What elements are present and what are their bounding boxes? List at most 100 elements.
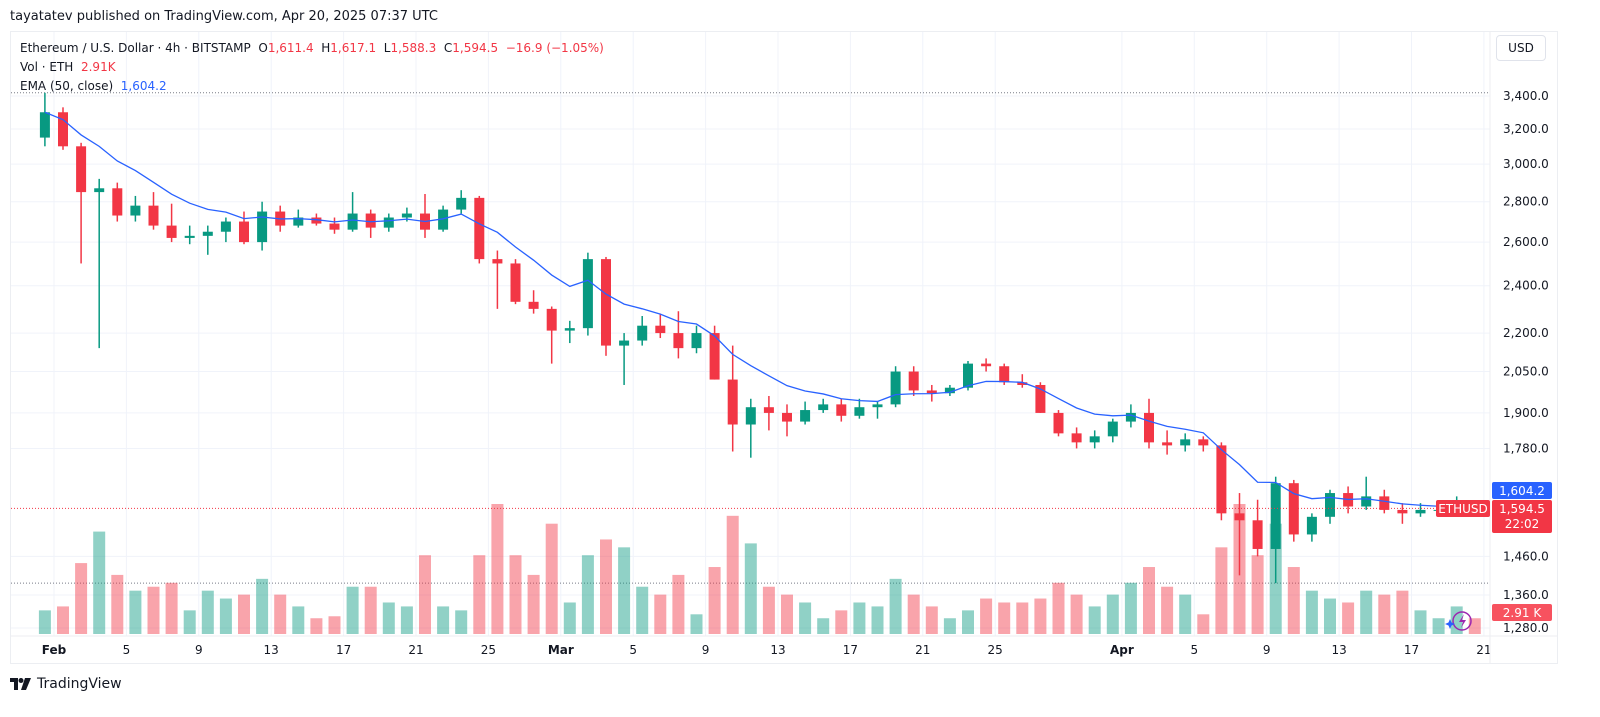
volume-bar (943, 618, 956, 634)
candle-down (510, 263, 521, 302)
candle-down (1198, 439, 1209, 446)
volume-label[interactable]: Vol · ETH (20, 60, 74, 74)
last-price-label-bg (1492, 500, 1552, 533)
candle-up (745, 407, 756, 425)
volume-bar (111, 574, 124, 634)
volume-bar (183, 610, 196, 634)
x-tick-label: 21 (1476, 643, 1491, 657)
ohlc-row: Ethereum / U.S. Dollar · 4h · BITSTAMP O… (20, 39, 604, 58)
volume-bar (491, 504, 504, 634)
candle-up (691, 333, 702, 349)
x-tick-label: 25 (481, 643, 496, 657)
x-tick-label: 13 (1331, 643, 1346, 657)
candle-up (944, 387, 955, 394)
candle-up (582, 259, 593, 329)
volume-bar (1305, 590, 1318, 634)
y-tick-label: 1,280.0 (1503, 621, 1549, 635)
candle-down (474, 197, 485, 260)
volume-bar (57, 606, 69, 634)
candle-down (999, 366, 1010, 383)
y-tick-label: 1,780.0 (1503, 441, 1549, 455)
x-tick-label: 9 (195, 643, 203, 657)
x-tick-label: 17 (843, 643, 858, 657)
candle-up (1415, 509, 1426, 514)
volume-bar (1088, 606, 1101, 634)
volume-bar (238, 594, 250, 634)
candle-down (673, 333, 684, 349)
candle-down (1017, 382, 1028, 385)
symbol-title[interactable]: Ethereum / U.S. Dollar · 4h · BITSTAMP (20, 41, 251, 55)
last-price-label: 1,594.522:02 (1492, 500, 1552, 533)
open-label: O (258, 41, 268, 55)
y-tick-label: 3,200.0 (1503, 122, 1549, 136)
volume-bar (618, 547, 631, 634)
close-value: 1,594.5 (452, 41, 499, 55)
chart-legend: Ethereum / U.S. Dollar · 4h · BITSTAMP O… (20, 39, 604, 96)
candle-up (872, 404, 883, 408)
y-tick-label: 2,600.0 (1503, 235, 1549, 249)
volume-bar (998, 602, 1011, 634)
volume-bar (419, 555, 431, 634)
volume-bar (1215, 547, 1228, 634)
x-tick-label: Apr (1110, 643, 1134, 657)
volume-bar (1197, 614, 1210, 634)
volume-bar (1251, 555, 1264, 634)
symbol-price-tag-text: ETHUSD (1438, 502, 1488, 516)
candle-down (1162, 442, 1173, 446)
y-tick-label: 2,050.0 (1503, 365, 1549, 379)
volume-bar (1396, 590, 1409, 634)
volume-bar (708, 567, 721, 634)
tradingview-logo[interactable]: TradingView (10, 676, 122, 692)
candle-down (601, 259, 611, 346)
volume-bar (1287, 567, 1300, 634)
volume-bar (310, 618, 323, 634)
candle-down (1288, 483, 1299, 535)
x-tick-label: 21 (915, 643, 930, 657)
volume-bar (690, 614, 703, 634)
lightning-assistant-icon (1445, 611, 1472, 631)
high-value: 1,617.1 (330, 41, 377, 55)
volume-bar (328, 616, 341, 634)
volume-bar (600, 539, 612, 634)
candle-up (818, 404, 829, 411)
y-tick-label: 1,360.0 (1503, 588, 1549, 602)
volume-value: 2.91K (80, 60, 116, 74)
candle-down (709, 333, 720, 380)
volume-bar (38, 610, 51, 634)
candle-down (1252, 520, 1263, 549)
candle-up (1089, 436, 1100, 443)
y-tick-label: 2,200.0 (1503, 326, 1549, 340)
candle-up (1180, 439, 1191, 446)
candle-up (1270, 483, 1281, 549)
volume-bar (509, 555, 522, 634)
x-tick-label: 5 (123, 643, 131, 657)
volume-bar (1450, 606, 1463, 634)
volume-bar (1378, 594, 1391, 634)
volume-bar (925, 606, 938, 634)
x-tick-label: 17 (1404, 643, 1419, 657)
ema-label[interactable]: EMA (50, close) (20, 79, 114, 93)
candle-down (365, 213, 376, 228)
volume-bar (93, 531, 106, 634)
candle-down (1216, 445, 1227, 514)
volume-bar (835, 610, 848, 634)
candle-up (94, 188, 105, 193)
volume-bar (726, 515, 739, 634)
change-value: −16.9 (−1.05%) (505, 41, 604, 55)
last-price-label-text: 22:02 (1505, 517, 1540, 531)
candle-down (329, 223, 340, 230)
volume-bar (147, 586, 160, 634)
candle-up (800, 410, 811, 422)
ema-price-label: 1,604.2 (1492, 482, 1552, 499)
candle-up (293, 217, 304, 226)
volume-bar (75, 563, 88, 634)
candle-up (1361, 496, 1372, 507)
candle-up (456, 197, 467, 210)
candle-up (619, 340, 630, 346)
lightning-bolt (1459, 614, 1466, 628)
ema-price-label-text: 1,604.2 (1499, 484, 1545, 498)
volume-bar (1106, 594, 1119, 634)
currency-button[interactable]: USD (1496, 35, 1546, 61)
candle-up (1306, 516, 1317, 535)
